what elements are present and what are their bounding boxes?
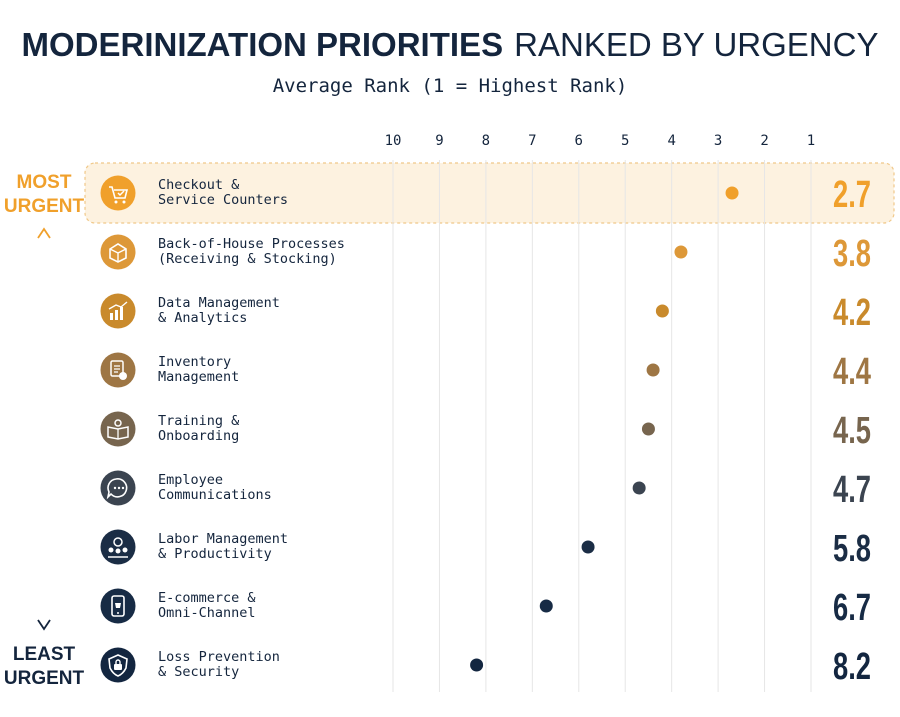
chart-row: E-commerce &Omni-Channel 6.7 [100,587,871,629]
value-label: 8.2 [833,646,871,688]
row-label-line1: Labor Management [158,531,288,547]
row-label-line1: Inventory [158,354,231,370]
lollipop-point [646,363,660,377]
tick-label: 10 [385,133,402,149]
row-label-line1: Employee [158,472,223,488]
lollipop-point [641,422,655,436]
chart-row: Training &Onboarding 4.5 [100,410,871,452]
tick-label: 2 [760,133,768,149]
chart-row: Labor Management& Productivity 5.8 [100,528,871,570]
shopping-cart-check-icon [100,175,136,211]
lollipop-point [539,599,553,613]
lollipop-point [470,658,484,672]
down-arrow-icon [37,619,51,631]
chart-row: Checkout &Service Counters 2.7 [100,174,871,216]
value-label: 3.8 [833,233,871,275]
tick-label: 1 [807,133,815,149]
value-label: 4.5 [833,410,871,452]
row-label-line1: Checkout & [158,177,240,193]
open-book-gear-icon [100,411,136,447]
tick-label: 5 [621,133,629,149]
chat-bubble-icon [100,470,136,506]
chart-row: Loss Prevention& Security 8.2 [100,646,871,688]
chart-title-light: RANKED BY URGENCY [514,26,878,63]
row-label-line2: Management [158,369,239,385]
row-label-line1: E-commerce & [158,590,256,606]
row-label-line2: & Analytics [158,310,247,326]
chart-rows: Checkout &Service Counters 2.7 Back-of-Hou… [100,174,871,688]
row-label-line2: Service Counters [158,192,288,208]
clipboard-inventory-icon [100,352,136,388]
row-label-line2: & Security [158,664,239,680]
value-label: 4.2 [833,292,871,334]
row-label-line2: (Receiving & Stocking) [158,251,337,267]
box-package-icon [100,234,136,270]
row-label-line2: Onboarding [158,428,239,444]
lollipop-point [581,540,595,554]
value-label: 2.7 [833,174,871,216]
tick-label: 7 [528,133,536,149]
tick-label: 4 [667,133,675,149]
least-urgent-label-line2: URGENT [4,668,85,689]
mobile-cart-icon [100,588,136,624]
lollipop-point [674,245,688,259]
lollipop-point [655,304,669,318]
urgency-axis: MOST URGENT LEAST URGENT [4,172,85,689]
shield-lock-icon [100,647,136,683]
growth-chart-icon [100,293,136,329]
chart-title: MODERINIZATION PRIORITIES RANKED BY URGE… [22,26,879,63]
lollipop-point [632,481,646,495]
value-label: 4.7 [833,469,871,511]
value-label: 4.4 [833,351,871,393]
most-urgent-label-line2: URGENT [4,196,85,217]
lollipop-point [725,186,739,200]
value-label: 6.7 [833,587,871,629]
grid-lines [392,160,812,692]
row-label-line2: Omni-Channel [158,605,256,621]
least-urgent-label-line1: LEAST [13,644,76,665]
tick-label: 3 [714,133,722,149]
row-label-line1: Training & [158,413,240,429]
tick-label: 9 [435,133,443,149]
chart-row: Back-of-House Processes(Receiving & Stoc… [100,233,871,275]
up-arrow-icon [37,227,51,239]
chart-title-bold: MODERINIZATION PRIORITIES [22,26,504,63]
row-label-line2: & Productivity [158,546,272,562]
tick-label: 6 [575,133,583,149]
axis-ticks: 10 9 8 7 6 5 4 3 2 1 [385,133,816,149]
row-label-line2: Communications [158,487,272,503]
chart-row: Data Management& Analytics 4.2 [100,292,871,334]
team-gear-icon [100,529,136,565]
row-label-line1: Loss Prevention [158,649,280,665]
most-urgent-label-line1: MOST [17,172,72,193]
chart-subtitle: Average Rank (1 = Highest Rank) [273,75,628,97]
tick-label: 8 [482,133,490,149]
row-label-line1: Data Management [158,295,280,311]
row-label-line1: Back-of-House Processes [158,236,345,252]
value-label: 5.8 [833,528,871,570]
